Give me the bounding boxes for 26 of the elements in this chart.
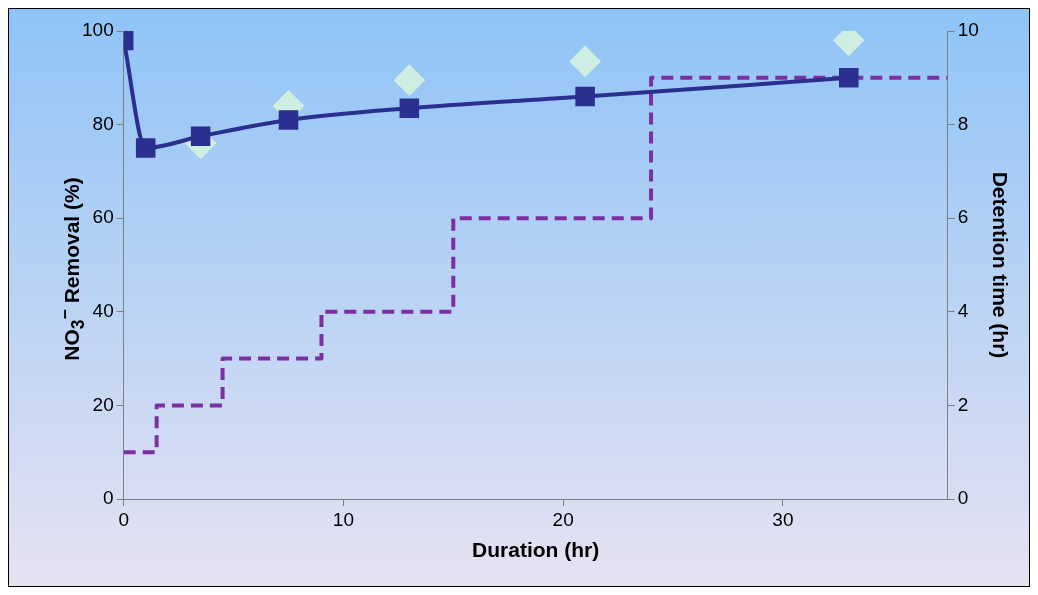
x-axis-title: Duration (hr) [472,538,600,562]
y2-tick-label: 2 [957,393,969,415]
y2-tick-label: 6 [957,206,969,228]
point [570,46,601,77]
point [135,138,156,158]
x-tick-label: 30 [772,508,794,530]
y2-tick-label: 8 [957,112,969,134]
point [394,65,425,96]
point [278,110,299,130]
y-tick-label: 20 [92,393,114,415]
y-tick-label: 0 [103,487,114,509]
x-tick-label: 0 [118,508,129,530]
y-tick-label: 60 [92,206,114,228]
point [575,86,595,107]
y2-tick-label: 10 [957,19,979,41]
point [190,126,211,147]
y2-tick-label: 0 [957,487,969,509]
point [839,68,859,88]
y2-tick-label: 4 [957,300,969,322]
y-tick-label: 80 [92,112,114,134]
x-tick-label: 20 [552,508,574,530]
y-tick-label: 40 [92,300,114,322]
x-tick-label: 10 [332,508,354,530]
y2-axis-title: Detention time (hr) [988,171,1012,359]
y-tick-label: 100 [82,19,114,41]
point [399,98,420,118]
